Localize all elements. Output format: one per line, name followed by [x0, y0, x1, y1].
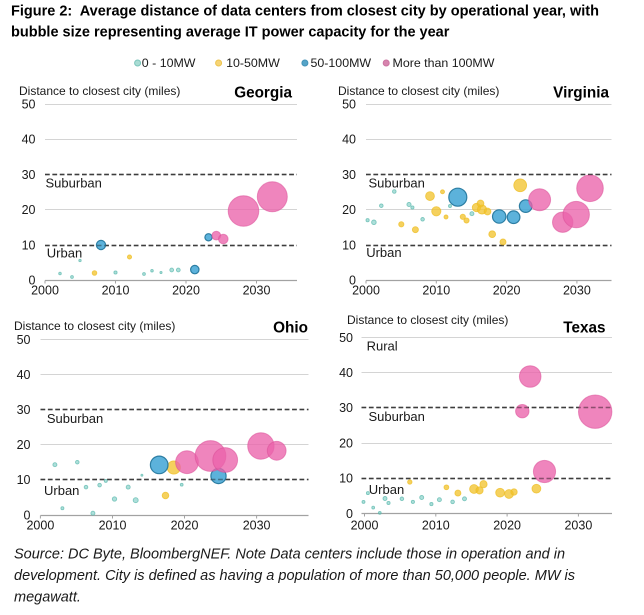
svg-text:Suburban: Suburban [46, 176, 102, 191]
svg-text:0: 0 [24, 508, 31, 522]
svg-text:20: 20 [342, 203, 356, 217]
svg-text:Distance to closest city (mile: Distance to closest city (miles) [14, 319, 175, 333]
svg-text:2000: 2000 [352, 284, 380, 298]
svg-text:50: 50 [17, 333, 31, 347]
svg-text:Rural: Rural [367, 339, 398, 354]
svg-text:2010: 2010 [99, 519, 127, 533]
svg-text:0: 0 [346, 507, 353, 521]
svg-text:50: 50 [339, 331, 353, 345]
svg-text:30: 30 [339, 401, 353, 415]
svg-text:More than 100MW: More than 100MW [393, 56, 495, 70]
svg-text:40: 40 [22, 133, 36, 147]
svg-text:2030: 2030 [243, 284, 271, 298]
svg-text:0 - 10MW: 0 - 10MW [142, 56, 196, 70]
svg-text:Figure 2: Average distance of: Figure 2: Average distance of data cente… [11, 4, 599, 20]
svg-text:2020: 2020 [493, 284, 521, 298]
svg-text:bubble size representing avera: bubble size representing average IT powe… [11, 25, 450, 41]
svg-text:2000: 2000 [31, 284, 59, 298]
svg-text:20: 20 [339, 436, 353, 450]
svg-text:Texas: Texas [563, 320, 605, 337]
svg-text:10: 10 [342, 238, 356, 252]
svg-text:Urban: Urban [47, 246, 82, 261]
svg-text:megawatt.: megawatt. [14, 589, 81, 605]
svg-text:40: 40 [17, 368, 31, 382]
svg-text:40: 40 [339, 366, 353, 380]
svg-text:10: 10 [17, 473, 31, 487]
svg-text:2010: 2010 [422, 519, 450, 533]
svg-text:30: 30 [342, 168, 356, 182]
svg-text:2030: 2030 [564, 519, 592, 533]
svg-text:Distance to closest city (mile: Distance to closest city (miles) [19, 84, 180, 98]
svg-text:Distance to closest city (mile: Distance to closest city (miles) [338, 84, 499, 98]
svg-text:Urban: Urban [44, 483, 79, 498]
svg-text:Suburban: Suburban [369, 176, 425, 191]
svg-text:2020: 2020 [171, 519, 199, 533]
svg-text:2010: 2010 [422, 284, 450, 298]
svg-text:Source: DC Byte, BloombergNEF.: Source: DC Byte, BloombergNEF. Note Data… [14, 547, 565, 563]
svg-text:Virginia: Virginia [553, 85, 609, 102]
svg-text:10: 10 [339, 472, 353, 486]
svg-text:20: 20 [22, 203, 36, 217]
svg-text:Urban: Urban [366, 245, 401, 260]
svg-text:development. City is defined a: development. City is defined as having a… [14, 568, 575, 584]
svg-text:Urban: Urban [369, 482, 404, 497]
svg-text:Georgia: Georgia [234, 85, 292, 102]
svg-text:Suburban: Suburban [47, 411, 103, 426]
svg-text:2030: 2030 [243, 519, 271, 533]
svg-text:Ohio: Ohio [273, 320, 308, 337]
svg-text:50: 50 [342, 98, 356, 112]
svg-text:30: 30 [17, 403, 31, 417]
svg-text:10: 10 [22, 238, 36, 252]
svg-text:20: 20 [17, 438, 31, 452]
svg-text:50-100MW: 50-100MW [311, 56, 372, 70]
svg-text:40: 40 [342, 133, 356, 147]
svg-text:2030: 2030 [563, 284, 591, 298]
svg-text:Suburban: Suburban [369, 409, 425, 424]
svg-text:2020: 2020 [493, 519, 521, 533]
svg-text:2020: 2020 [172, 284, 200, 298]
svg-text:50: 50 [22, 98, 36, 112]
svg-text:30: 30 [22, 168, 36, 182]
svg-text:2000: 2000 [26, 519, 54, 533]
svg-text:10-50MW: 10-50MW [226, 56, 280, 70]
svg-text:0: 0 [349, 274, 356, 288]
svg-text:2010: 2010 [102, 284, 130, 298]
svg-text:2000: 2000 [351, 519, 379, 533]
svg-text:0: 0 [29, 274, 36, 288]
svg-text:Distance to closest city (mile: Distance to closest city (miles) [347, 313, 508, 327]
